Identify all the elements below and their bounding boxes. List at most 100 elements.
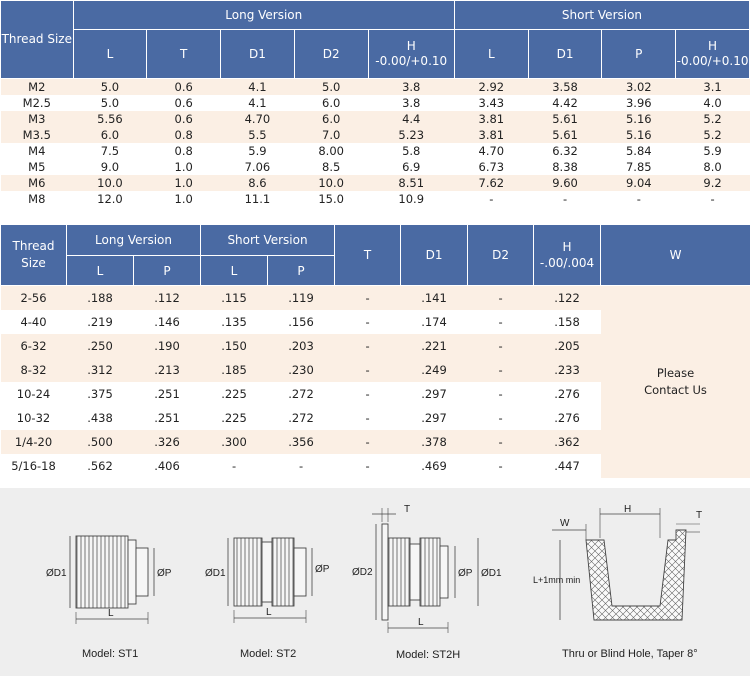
table-cell: 5.61	[528, 111, 602, 127]
table-cell: 4.42	[528, 95, 602, 111]
table-cell: .203	[268, 334, 335, 358]
table-cell: .112	[134, 286, 201, 311]
table-cell: .251	[134, 382, 201, 406]
table-cell: 7.0	[294, 127, 368, 143]
table-cell: 11.1	[221, 191, 295, 207]
table-cell: .135	[201, 310, 268, 334]
table-cell: 7.85	[602, 159, 676, 175]
table-cell: 5.16	[602, 127, 676, 143]
table-cell: 3.1	[676, 79, 750, 96]
short-version-header: Short Version	[201, 225, 335, 256]
d1-header: D1	[401, 225, 468, 286]
table-cell: .115	[201, 286, 268, 311]
table-cell: 5.61	[528, 127, 602, 143]
thread-size-cell: 1/4-20	[1, 430, 67, 454]
short-col-header: H -0.00/+0.10	[676, 30, 750, 79]
thread-size-cell: M4	[1, 143, 74, 159]
st2h-t-label: T	[404, 504, 410, 515]
table-cell: .300	[201, 430, 268, 454]
table-cell: .297	[401, 382, 468, 406]
table-cell: .158	[534, 310, 601, 334]
table-cell: 6.32	[528, 143, 602, 159]
table-cell: 6.0	[73, 127, 147, 143]
table-cell: 9.2	[676, 175, 750, 191]
table-cell: .562	[67, 454, 134, 478]
table-cell: -	[335, 334, 401, 358]
hole-caption: Thru or Blind Hole, Taper 8°	[562, 648, 698, 660]
table-cell: 4.4	[368, 111, 454, 127]
long-col-header: H -0.00/+0.10	[368, 30, 454, 79]
table-cell: -	[468, 286, 534, 311]
imperial-spec-table: Thread Size Long Version Short Version T…	[0, 224, 750, 478]
table-cell: .190	[134, 334, 201, 358]
table-cell: .326	[134, 430, 201, 454]
table-cell: 5.0	[73, 79, 147, 96]
table-cell: 5.2	[676, 111, 750, 127]
thread-size-cell: M3.5	[1, 127, 74, 143]
d2-header: D2	[468, 225, 534, 286]
metric-spec-table: Thread Size Long Version Short Version L…	[0, 0, 750, 207]
table-cell: 5.16	[602, 111, 676, 127]
st2h-drawing: T ØD2 ØP ØD1 L	[352, 504, 502, 633]
thread-size-cell: 10-32	[1, 406, 67, 430]
table-cell: .221	[401, 334, 468, 358]
table-cell: .312	[67, 358, 134, 382]
table-cell: -	[335, 454, 401, 478]
thread-size-cell: 8-32	[1, 358, 67, 382]
t-header: T	[335, 225, 401, 286]
table-cell: 3.81	[454, 127, 528, 143]
table-cell: .250	[67, 334, 134, 358]
table-cell: 7.62	[454, 175, 528, 191]
table-cell: 5.23	[368, 127, 454, 143]
table-cell: .378	[401, 430, 468, 454]
thread-size-cell: 5/16-18	[1, 454, 67, 478]
table-cell: 4.1	[221, 79, 295, 96]
table-cell: 7.5	[73, 143, 147, 159]
table-cell: 3.02	[602, 79, 676, 96]
table-cell: 0.8	[147, 143, 221, 159]
table-cell: .438	[67, 406, 134, 430]
table-cell: 4.1	[221, 95, 295, 111]
table-cell: 5.2	[676, 127, 750, 143]
table-cell: .185	[201, 358, 268, 382]
table-cell: 5.0	[294, 79, 368, 96]
thread-size-cell: M2.5	[1, 95, 74, 111]
table-cell: .500	[67, 430, 134, 454]
table-cell: 5.56	[73, 111, 147, 127]
hole-t-label: T	[696, 510, 702, 521]
w-header: W	[601, 225, 750, 286]
table-cell: .146	[134, 310, 201, 334]
table-cell: .225	[201, 382, 268, 406]
st2h-p-label: ØP	[458, 568, 473, 579]
st2-d1-label: ØD1	[205, 568, 226, 579]
st2h-caption: Model: ST2H	[396, 649, 460, 661]
short-version-header: Short Version	[454, 1, 749, 30]
table-cell: -	[335, 430, 401, 454]
long-col-header: L	[67, 256, 134, 286]
table-cell: 10.9	[368, 191, 454, 207]
table-cell: 3.8	[368, 79, 454, 96]
table-cell: -	[468, 406, 534, 430]
table-cell: 8.0	[676, 159, 750, 175]
table-cell: 5.5	[221, 127, 295, 143]
long-col-header: P	[134, 256, 201, 286]
st1-l-label: L	[108, 608, 114, 619]
table-cell: 4.70	[454, 143, 528, 159]
table-cell: .188	[67, 286, 134, 311]
table-cell: -	[335, 358, 401, 382]
st2-drawing: ØD1 ØP L	[205, 538, 330, 623]
thread-size-cell: M8	[1, 191, 74, 207]
table-cell: 3.8	[368, 95, 454, 111]
table-cell: 6.9	[368, 159, 454, 175]
table-cell: .156	[268, 310, 335, 334]
table-cell: -	[468, 310, 534, 334]
table-cell: 4.0	[676, 95, 750, 111]
table-cell: -	[468, 358, 534, 382]
w-contact-cell: Please Contact Us	[601, 286, 750, 479]
table-cell: -	[335, 382, 401, 406]
table-cell: .447	[534, 454, 601, 478]
table-cell: .205	[534, 334, 601, 358]
